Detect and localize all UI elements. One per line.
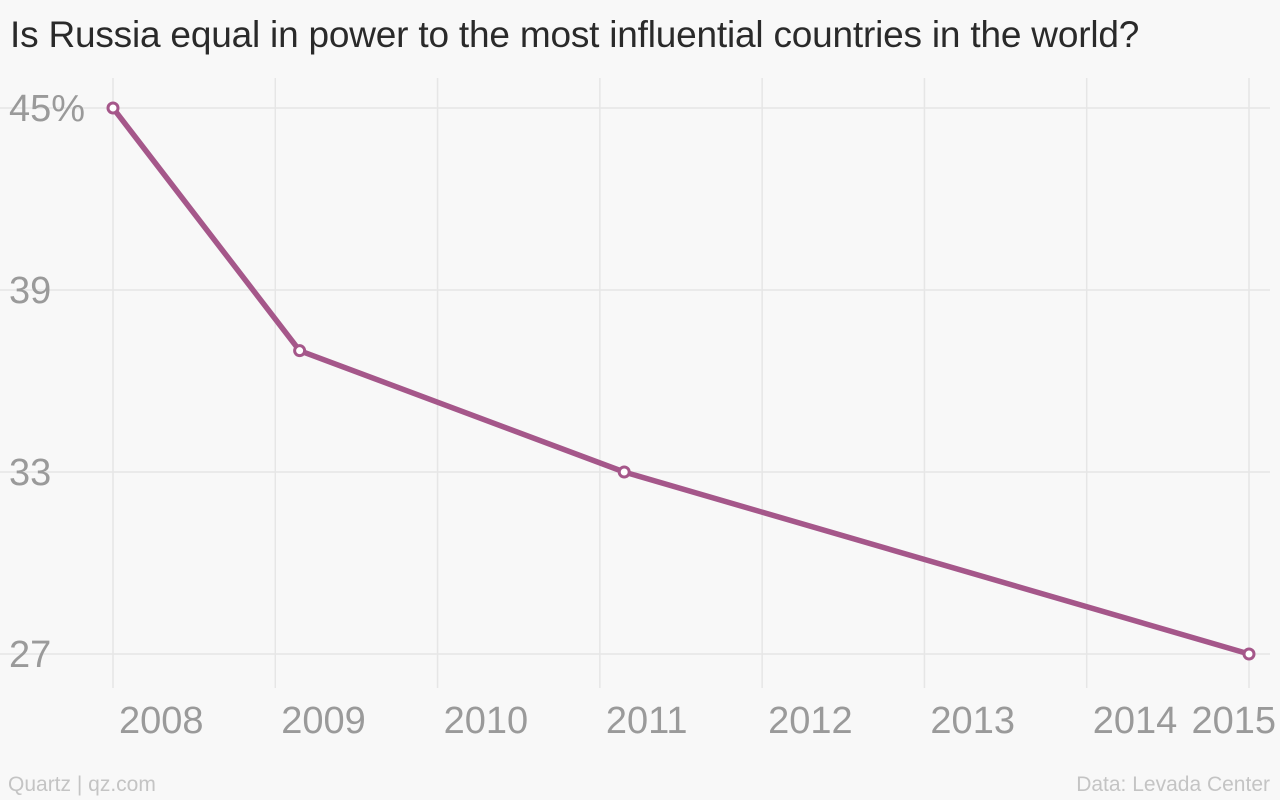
- y-tick-label: 33: [9, 452, 51, 494]
- x-tick-label: 2014: [1093, 700, 1178, 742]
- x-axis-ticks: 2008 2009 2010 2011 2012 2013 2014 2015: [119, 700, 1276, 742]
- y-tick-label: 39: [9, 270, 51, 312]
- y-tick-label: 27: [9, 634, 51, 676]
- x-tick-label: 2012: [768, 700, 853, 742]
- data-point: [1242, 647, 1256, 661]
- gridlines: [0, 78, 1270, 688]
- series-line: [110, 105, 1252, 657]
- x-tick-label: 2009: [281, 700, 366, 742]
- x-tick-label: 2010: [444, 700, 529, 742]
- data-point: [106, 101, 120, 115]
- data-point: [617, 465, 631, 479]
- x-tick-label: 2011: [606, 700, 688, 742]
- footer-source: Data: Levada Center: [1076, 773, 1270, 796]
- footer-credit: Quartz | qz.com: [8, 773, 156, 796]
- y-tick-label: 45%: [9, 88, 85, 130]
- x-tick-label: 2013: [930, 700, 1015, 742]
- y-axis-ticks: 45% 39 33 27: [9, 88, 85, 676]
- data-point: [293, 344, 307, 358]
- chart-title: Is Russia equal in power to the most inf…: [10, 14, 1140, 55]
- x-tick-label: 2008: [119, 700, 204, 742]
- series: [106, 101, 1256, 661]
- x-tick-label: 2015: [1191, 700, 1276, 742]
